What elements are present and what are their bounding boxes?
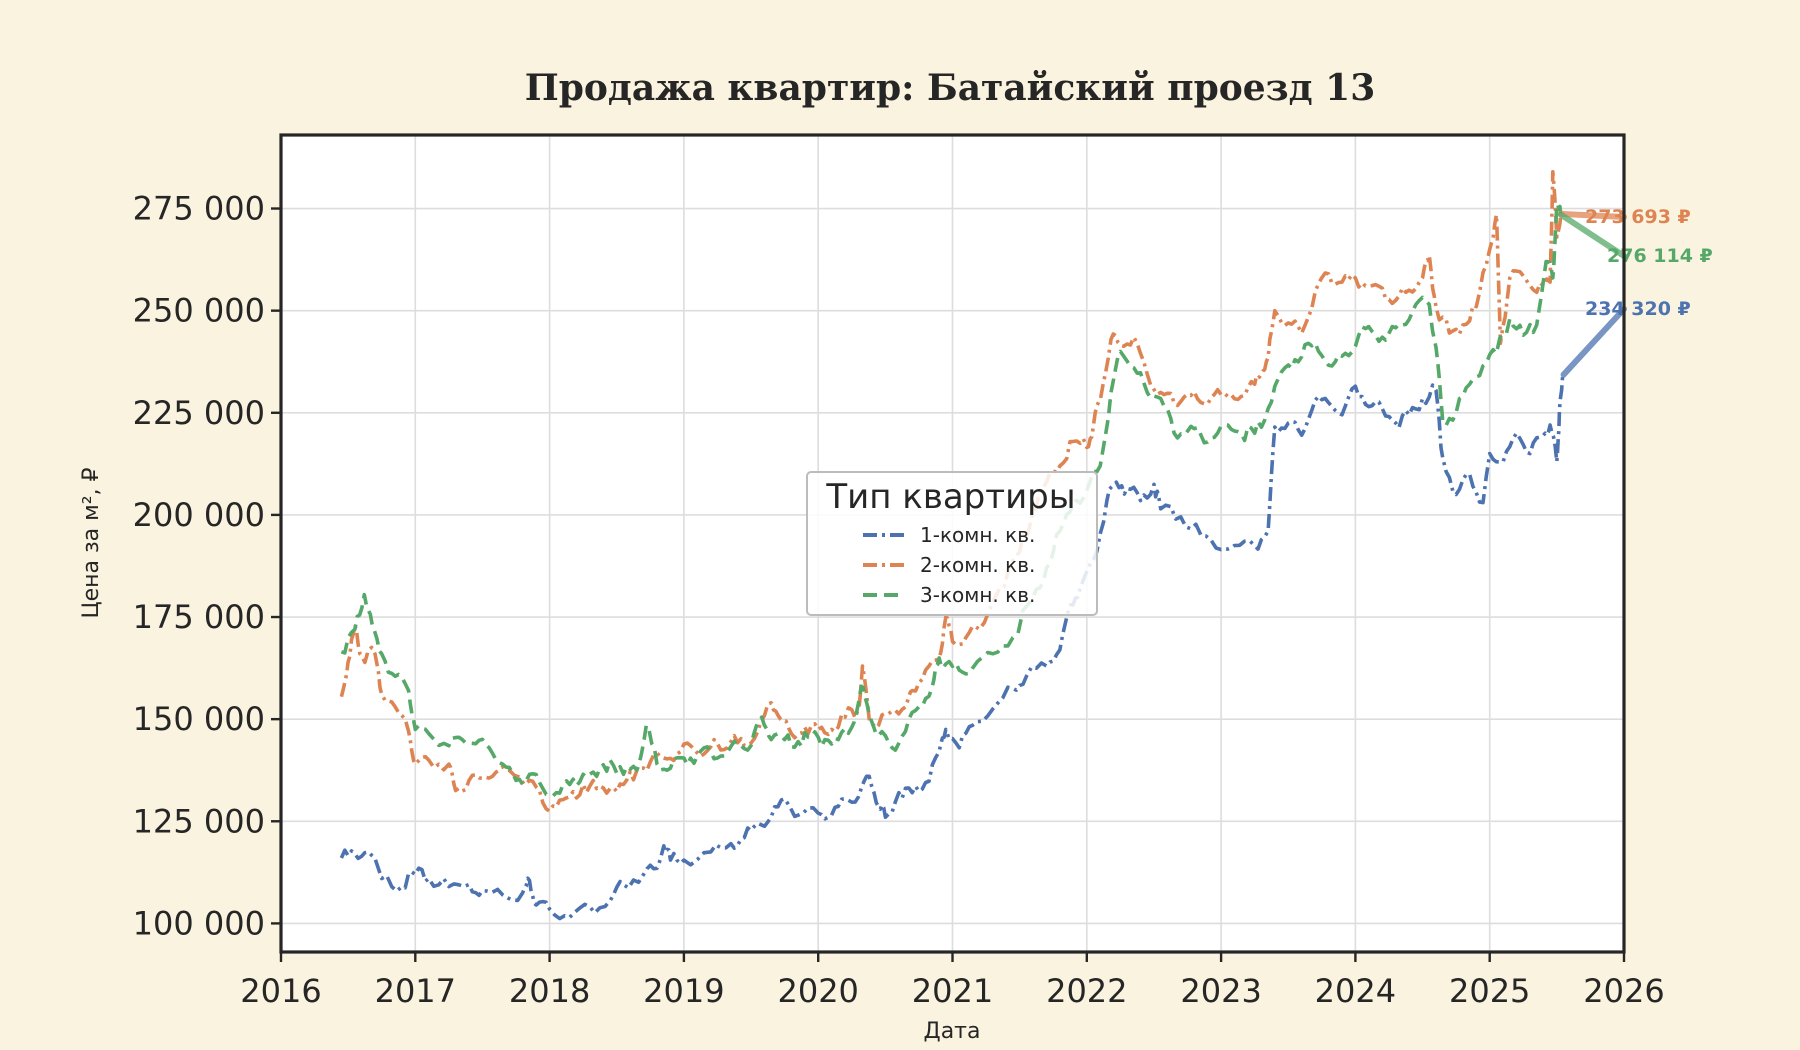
legend-title: Тип квартиры	[825, 477, 1075, 517]
x-tick-label: 2025	[1449, 972, 1530, 1010]
y-tick-label: 125 000	[133, 802, 265, 840]
x-tick-label: 2022	[1046, 972, 1127, 1010]
end-label: 276 114 ₽	[1607, 245, 1713, 267]
x-tick-label: 2016	[240, 972, 321, 1010]
x-tick-label: 2026	[1583, 972, 1664, 1010]
legend-label: 2-комн. кв.	[920, 553, 1035, 577]
y-tick-label: 250 000	[133, 292, 265, 330]
y-tick-label: 225 000	[133, 394, 265, 432]
x-tick-label: 2024	[1315, 972, 1396, 1010]
legend-label: 1-комн. кв.	[920, 523, 1035, 547]
series-line	[339, 170, 1563, 813]
x-axis: 2016 2017 2018 2019 2020 2021 2022 2023 2024 2025…	[240, 952, 1665, 1010]
y-axis: 100 000 125 000 150 000 175 000 200 000 225 0…	[133, 190, 281, 942]
end-labels: 234 320 ₽ 273 693 ₽ 276 114 ₽	[1557, 206, 1713, 378]
legend: Тип квартиры 1-комн. кв. 2-комн. кв. 3-ком…	[806, 471, 1098, 616]
legend-frame	[806, 471, 1098, 616]
legend-items: 1-комн. кв. 2-комн. кв. 3-комн. кв.	[863, 523, 1035, 607]
end-label: 273 693 ₽	[1585, 206, 1691, 228]
series-line	[340, 202, 1563, 798]
end-label-pointer	[1557, 210, 1627, 220]
series-line	[339, 373, 1566, 921]
y-tick-label: 275 000	[133, 190, 265, 228]
x-tick-label: 2019	[643, 972, 724, 1010]
x-tick-label: 2018	[509, 972, 590, 1010]
x-tick-label: 2021	[912, 972, 993, 1010]
series-layer	[339, 170, 1566, 921]
end-label-pointer	[1557, 211, 1627, 259]
legend-label: 3-комн. кв.	[920, 583, 1035, 607]
y-tick-label: 175 000	[133, 598, 265, 636]
x-axis-label: Дата	[924, 1019, 981, 1044]
x-tick-label: 2017	[375, 972, 456, 1010]
y-axis-label: Цена за м², ₽	[79, 467, 104, 618]
y-tick-label: 150 000	[133, 700, 265, 738]
x-tick-label: 2020	[777, 972, 858, 1010]
y-tick-label: 100 000	[133, 904, 265, 942]
y-tick-label: 200 000	[133, 496, 265, 534]
x-tick-label: 2023	[1180, 972, 1261, 1010]
chart-title: Продажа квартир: Батайский проезд 13	[525, 67, 1376, 109]
end-label: 234 320 ₽	[1585, 298, 1691, 320]
end-label-pointer	[1560, 306, 1627, 378]
